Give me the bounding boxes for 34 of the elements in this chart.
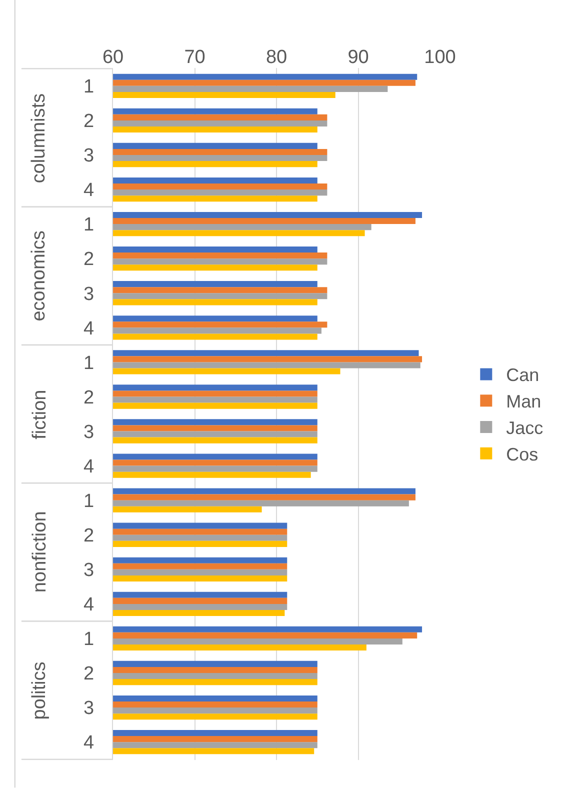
legend-label: Jacc	[506, 418, 544, 438]
y-tick-label: 3	[83, 560, 94, 582]
text: columnists	[28, 93, 50, 184]
text: nonfiction	[29, 511, 50, 593]
y-tick-label: 2	[83, 249, 94, 270]
y-tick-label: 4	[83, 594, 94, 616]
y-tick-label: 3	[83, 422, 94, 443]
x-tick-label: 100	[424, 47, 456, 68]
text: economics	[28, 230, 50, 322]
y-tick-label: 3	[83, 698, 94, 720]
y-tick-label: 3	[83, 146, 94, 167]
x-tick-label: 90	[348, 47, 369, 68]
x-tick-label: 70	[184, 47, 206, 68]
y-tick-label: 1	[83, 629, 94, 650]
y-tick-label: 3	[83, 284, 94, 305]
y-tick-label: 4	[83, 180, 94, 202]
y-tick-label: 4	[83, 456, 94, 478]
legend-label: Cos	[506, 444, 538, 464]
x-tick-label: 60	[102, 47, 124, 68]
y-tick-label: 1	[83, 352, 94, 374]
y-tick-label: 2	[83, 387, 94, 408]
y-tick-label: 2	[83, 664, 94, 685]
legend-label: Man	[506, 392, 542, 412]
y-tick-label: 1	[83, 490, 94, 512]
y-tick-label: 1	[83, 76, 94, 98]
y-tick-label: 1	[83, 214, 94, 236]
text: politics	[29, 662, 50, 720]
y-tick-label: 4	[83, 318, 94, 340]
legend-label: Can	[506, 365, 540, 386]
text: fiction	[29, 390, 50, 440]
x-tick-label: 80	[266, 47, 288, 68]
y-tick-label: 4	[83, 732, 94, 754]
y-tick-label: 2	[83, 111, 94, 132]
y-tick-label: 2	[83, 526, 94, 547]
